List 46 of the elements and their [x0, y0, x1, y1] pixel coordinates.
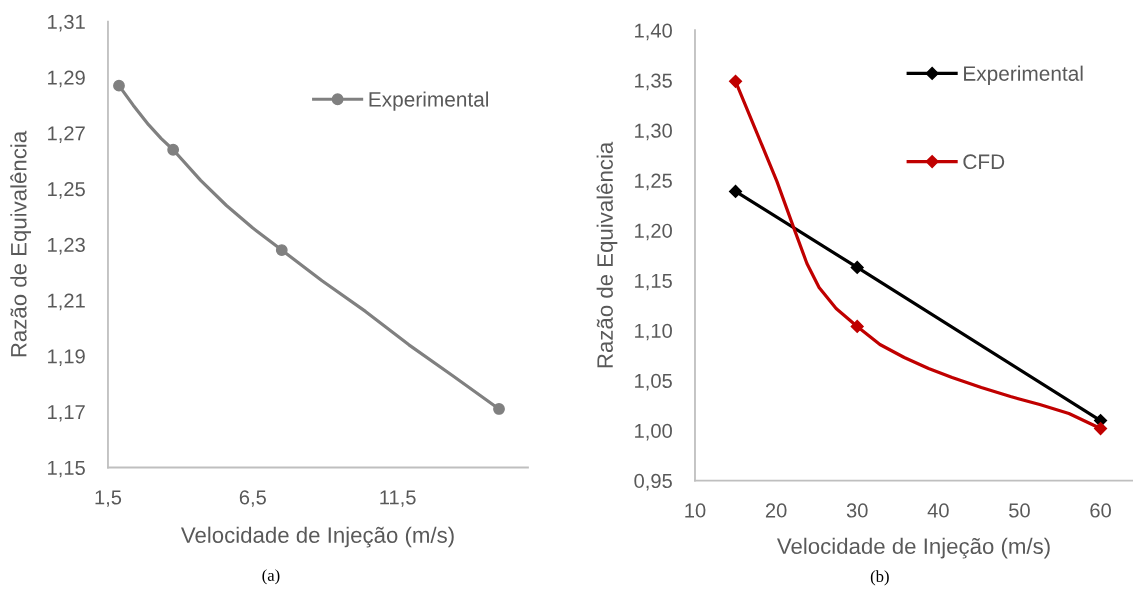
point	[167, 143, 180, 156]
y-tick-label: 1,25	[635, 173, 672, 191]
x-tick-label: 11,5	[380, 490, 416, 507]
x-tick-label: 40	[927, 503, 949, 518]
y-tick-label: 1,23	[48, 237, 85, 255]
x-axis-title: Velocidade de Injeção (m/s)	[776, 537, 1050, 559]
point	[275, 244, 288, 257]
point	[493, 403, 505, 415]
x-tick-label: 50	[1009, 503, 1030, 518]
point	[728, 184, 743, 198]
y-tick-label: 1,21	[48, 293, 85, 311]
x-tick-label: 60	[1090, 503, 1111, 518]
legend-label: Experimental	[369, 91, 489, 111]
point	[850, 260, 864, 275]
x-tick-label: 30	[846, 503, 868, 518]
y-tick-label: 1,05	[635, 373, 672, 391]
y-tick-label: 0,95	[634, 473, 672, 491]
y-tick-label: 1,25	[48, 182, 85, 199]
y-tick-label: 1,19	[48, 349, 85, 366]
x-tick-label: 10	[685, 503, 706, 518]
y-tick-label: 1,30	[635, 123, 672, 141]
y-tick-label: 1,40	[635, 23, 672, 41]
y-axis-title: Razão de Equivalência	[596, 141, 618, 368]
y-tick-label: 1,27	[48, 126, 85, 143]
y-tick-label: 1,35	[635, 73, 672, 91]
x-tick-label: 20	[765, 503, 787, 518]
legend-label: Experimental	[964, 65, 1083, 86]
y-tick-label: 1,17	[48, 405, 85, 422]
y-tick-label: 1,20	[635, 223, 672, 241]
y-axis-title: Razão de Equivalência	[10, 130, 32, 357]
point	[728, 74, 743, 88]
text: (a)	[262, 569, 280, 585]
y-tick-label: 1,29	[48, 70, 85, 88]
y-tick-label: 1,15	[635, 273, 672, 291]
x-axis-title: Velocidade de Injeção (m/s)	[180, 526, 454, 548]
point	[1093, 421, 1108, 436]
x-tick-label: 6,5	[239, 490, 266, 507]
y-tick-label: 1,00	[635, 423, 672, 441]
point	[850, 319, 864, 334]
legend-label: CFD	[963, 154, 1005, 170]
y-tick-label: 1,31	[48, 14, 85, 32]
point	[113, 79, 125, 92]
x-tick-label: 1,5	[95, 490, 122, 507]
y-tick-label: 1,10	[635, 323, 672, 341]
text: (b)	[870, 570, 889, 586]
y-tick-label: 1,15	[48, 460, 85, 478]
